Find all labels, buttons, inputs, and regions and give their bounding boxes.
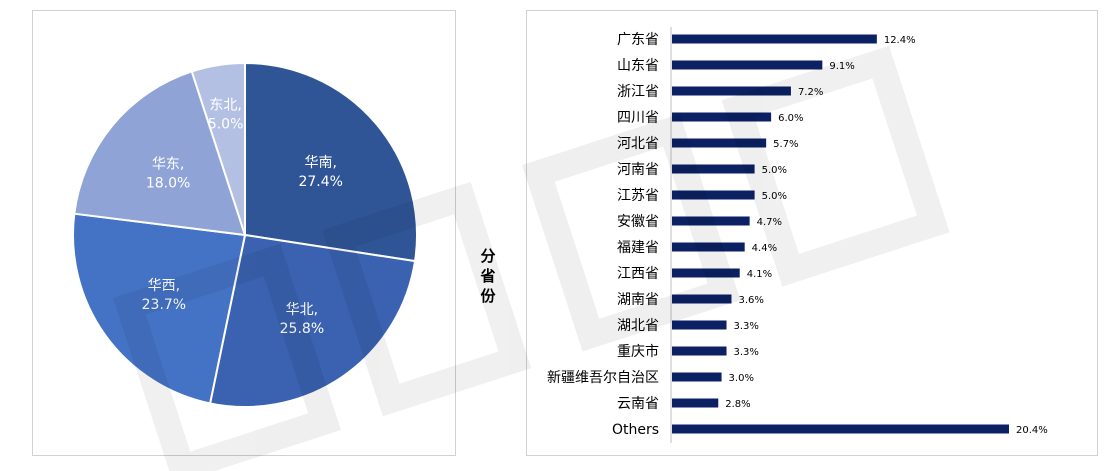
bar-data-label: 20.4% xyxy=(1016,425,1048,436)
bar-data-label: 5.0% xyxy=(762,191,787,202)
bar-12 xyxy=(672,346,727,356)
bar-data-label: 3.6% xyxy=(738,295,763,306)
bar-data-label: 4.1% xyxy=(747,269,772,280)
bar-data-label: 5.0% xyxy=(762,165,787,176)
pie-chart: 华南, 27.4% 华北, 25.8% 华西, 23.7% 华东, 18.0% 东北, 5.0% xyxy=(72,61,418,408)
pie-slice-category: 华西, xyxy=(148,278,180,294)
bar-13 xyxy=(672,372,722,382)
pie-slice-value: 18.0% xyxy=(146,175,190,191)
pie-slice-value: 23.7% xyxy=(142,297,186,313)
category-label: 新疆维吾尔自治区 xyxy=(547,370,659,386)
bar-data-label: 2.8% xyxy=(725,399,750,410)
pie-slice-label-0: 华南, 27.4% xyxy=(298,155,342,190)
pie-slice-value: 5.0% xyxy=(208,117,244,133)
bar-data-label: 4.7% xyxy=(757,217,782,228)
bar-data-label: 9.1% xyxy=(829,61,854,72)
pie-slice-2 xyxy=(72,212,247,405)
bar-15 xyxy=(672,424,1009,434)
bar-data-label: 4.4% xyxy=(752,243,777,254)
category-label: 山东省 xyxy=(617,58,659,74)
bar-data-label: 6.0% xyxy=(778,113,803,124)
category-label: 河北省 xyxy=(617,136,659,152)
pie-slice-category: 东北, xyxy=(209,98,241,114)
pie-slice-4 xyxy=(190,61,246,236)
category-label: 河南省 xyxy=(617,162,659,178)
bar-8 xyxy=(672,242,745,252)
category-label: 江苏省 xyxy=(617,188,659,204)
pie-chart-panel: 华南, 27.4% 华北, 25.8% 华西, 23.7% 华东, 18.0% 东北, 5.0% xyxy=(32,10,456,456)
bar-data-label: 7.2% xyxy=(798,87,823,98)
bar-9 xyxy=(672,268,740,278)
pie-slice-category: 华南, xyxy=(304,155,336,171)
category-label: 重庆市 xyxy=(617,343,659,360)
pie-slice-1 xyxy=(208,233,417,408)
category-label: 湖北省 xyxy=(617,318,659,334)
pie-slice-0 xyxy=(244,61,418,263)
bar-11 xyxy=(672,320,727,330)
bar-data-label: 12.4% xyxy=(884,35,916,46)
pie-slice-label-2: 华西, 23.7% xyxy=(142,278,186,313)
bar-data-label: 3.3% xyxy=(734,321,759,332)
bar-data-label: 5.7% xyxy=(773,139,798,150)
category-label: 江西省 xyxy=(617,266,659,282)
bar-14 xyxy=(672,398,719,408)
bar-6 xyxy=(672,190,755,200)
bar-data-label: 3.3% xyxy=(734,347,759,358)
category-label: 浙江省 xyxy=(617,84,659,100)
bar-data-label: 3.0% xyxy=(729,373,754,384)
category-label: 安徽省 xyxy=(617,214,659,230)
pie-slice-value: 25.8% xyxy=(280,321,324,337)
bar-10 xyxy=(672,294,732,304)
bar-0 xyxy=(672,34,877,44)
pie-slice-label-4: 东北, 5.0% xyxy=(208,98,244,133)
pie-slice-label-1: 华北, 25.8% xyxy=(280,302,324,337)
pie-slice-category: 华北, xyxy=(286,302,318,318)
bar-1 xyxy=(672,60,823,70)
pie-slice-category: 华东, xyxy=(152,156,184,172)
category-label: 云南省 xyxy=(617,396,659,412)
bar-4 xyxy=(672,138,767,148)
bar-chart-panel: 分省份 广东省 12.4% 山东省 9.1% 浙江省 7.2% 四川省 6.0% 河北省 5.7% 河… xyxy=(479,10,1098,456)
category-label: 四川省 xyxy=(617,110,659,126)
category-label: 福建省 xyxy=(617,240,659,256)
bar-chart: 分省份 广东省 12.4% 山东省 9.1% 浙江省 7.2% 四川省 6.0% 河北省 5.7% 河… xyxy=(479,27,1048,443)
pie-slice-3 xyxy=(73,70,247,237)
y-axis-title: 分省份 xyxy=(479,247,496,305)
category-label: 湖南省 xyxy=(617,292,659,308)
pie-slice-label-3: 华东, 18.0% xyxy=(146,156,190,191)
category-label: Others xyxy=(612,422,659,438)
bar-5 xyxy=(672,164,755,174)
bar-2 xyxy=(672,86,791,96)
bar-3 xyxy=(672,112,772,122)
category-label: 广东省 xyxy=(617,32,659,48)
pie-slice-value: 27.4% xyxy=(298,174,342,190)
bar-7 xyxy=(672,216,750,226)
